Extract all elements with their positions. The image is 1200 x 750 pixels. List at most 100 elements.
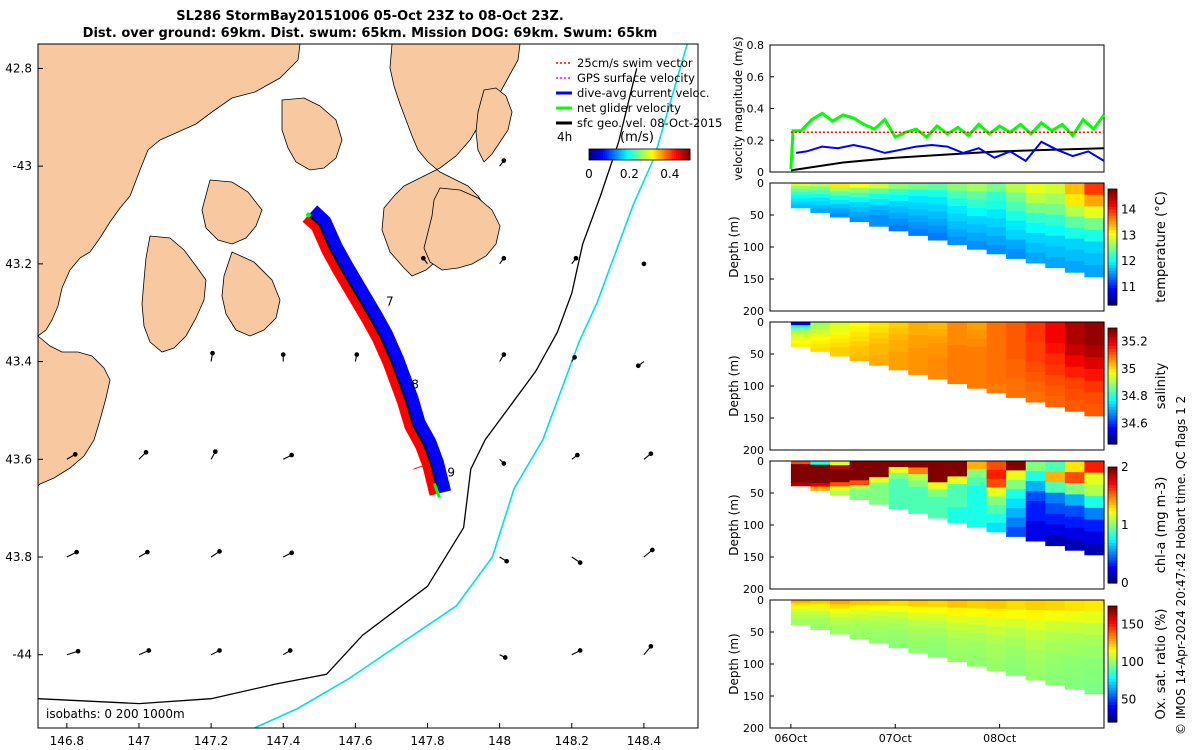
- profile-cell: [810, 186, 831, 191]
- profile-cell: [830, 187, 851, 192]
- profile-colorbar-cell: [1108, 629, 1117, 633]
- profile-cell: [790, 461, 812, 465]
- profile-cell: [1045, 524, 1066, 536]
- profile-colorbar-cell: [1108, 525, 1117, 529]
- profile-cell: [1064, 505, 1086, 518]
- profile-y-tick-label: 50: [750, 348, 764, 361]
- map-colorbar-cell: [611, 149, 614, 160]
- profile-cell: [947, 345, 968, 354]
- profile-cell: [810, 486, 831, 491]
- profile-cell: [830, 608, 851, 614]
- profile-cell: [927, 496, 949, 505]
- profile-cell: [986, 496, 1007, 506]
- map-colorbar-cell: [659, 149, 663, 160]
- map-colorbar-cell: [607, 149, 610, 160]
- profile-cell: [927, 510, 949, 519]
- geo-velocity-arrow: [499, 352, 507, 362]
- profile-cell: [869, 215, 890, 222]
- profile-cell: [1006, 508, 1027, 519]
- profile-cell: [810, 205, 831, 210]
- profile-y-tick-label: 50: [750, 209, 764, 222]
- profile-cell: [986, 461, 1007, 471]
- profile-cell: [1025, 500, 1046, 512]
- geo-velocity-arrow: [571, 556, 583, 565]
- profile-cell: [888, 328, 909, 335]
- arrow-head: [210, 350, 215, 356]
- profile-cell: [1006, 656, 1027, 667]
- profile-cell: [1025, 342, 1046, 353]
- profile-cell: [967, 510, 988, 520]
- profile-cell: [1025, 659, 1046, 671]
- map-y-tick-label: 42.8: [5, 61, 32, 75]
- profile-colorbar-cell: [1108, 394, 1117, 399]
- map-colorbar-cell: [645, 149, 649, 160]
- profile-cell: [927, 232, 949, 241]
- profile-colorbar-cell: [1108, 412, 1117, 416]
- map-x-tick-label: 148: [488, 734, 511, 748]
- profile-cell: [947, 499, 968, 508]
- profile-cell: [830, 482, 851, 487]
- profile-cell: [1064, 644, 1086, 657]
- profile-cell: [947, 352, 968, 362]
- velocity-y-tick-label: 0.2: [747, 134, 765, 147]
- profile-cell: [790, 464, 812, 468]
- profile-colorbar-cell: [1108, 617, 1117, 622]
- profile-cell: [830, 343, 851, 348]
- geo-velocity-arrow: [138, 449, 149, 460]
- profile-colorbar-cell: [1108, 229, 1117, 234]
- map-colorbar-cell: [639, 149, 643, 160]
- profile-cell: [869, 204, 890, 211]
- profile-cell: [1045, 513, 1066, 525]
- profile-cell: [1006, 331, 1027, 342]
- velocity-series-line: [795, 140, 1105, 163]
- profile-cell: [1006, 378, 1027, 389]
- profile-colorbar-cell: [1108, 351, 1117, 355]
- profile-cell: [888, 641, 909, 649]
- profile-cell: [908, 348, 929, 356]
- profile-cell: [947, 476, 968, 485]
- profile-cell: [1045, 621, 1066, 633]
- profile-cell: [849, 346, 870, 352]
- profile-cell: [908, 367, 929, 375]
- profile-cell: [927, 482, 949, 490]
- map-x-tick-label: 147.4: [266, 734, 300, 748]
- profile-cell: [790, 322, 812, 326]
- profile-y-tick-label: 150: [743, 412, 764, 425]
- isobath-200m: [37, 68, 638, 705]
- profile-cell: [986, 626, 1007, 636]
- profile-cell: [1045, 364, 1066, 376]
- velocity-series-line: [790, 147, 1105, 172]
- profile-cell: [1045, 395, 1066, 408]
- arrow-head: [573, 255, 579, 261]
- profile-cell: [1064, 238, 1086, 251]
- profile-colorbar-cell: [1108, 435, 1117, 439]
- profile-cell: [986, 322, 1007, 332]
- profile-cell: [927, 461, 949, 469]
- profile-cell: [927, 475, 949, 483]
- profile-colorbar-cell: [1108, 333, 1117, 338]
- profile-cell: [986, 661, 1007, 672]
- profile-cell: [1045, 673, 1066, 686]
- profile-cell: [888, 472, 909, 480]
- profile-cell: [869, 626, 890, 633]
- profile-cell: [849, 326, 870, 333]
- profile-cell: [1084, 670, 1105, 683]
- profile-colorbar-frame: [1107, 466, 1118, 584]
- profile-cell: [830, 490, 851, 496]
- profile-cell: [1025, 352, 1046, 363]
- profile-colorbar-cell: [1108, 354, 1117, 358]
- profile-colorbar-cell: [1108, 345, 1117, 349]
- profile-colorbar-cell: [1108, 200, 1117, 205]
- profile-cell: [830, 330, 851, 336]
- profile-colorbar-cell: [1108, 493, 1117, 497]
- profile-cell: [1025, 332, 1046, 343]
- profile-colorbar-cell: [1108, 235, 1117, 239]
- velocity-y-tick-label: 0.6: [747, 71, 765, 84]
- profile-cell: [967, 355, 988, 364]
- profile-colorbar-cell: [1108, 386, 1117, 390]
- profile-cell: [888, 224, 909, 232]
- profile-y-tick-label: 150: [743, 273, 764, 286]
- profile-cell: [869, 220, 890, 227]
- profile-colorbar-cell: [1108, 281, 1117, 286]
- profile-cell: [869, 332, 890, 339]
